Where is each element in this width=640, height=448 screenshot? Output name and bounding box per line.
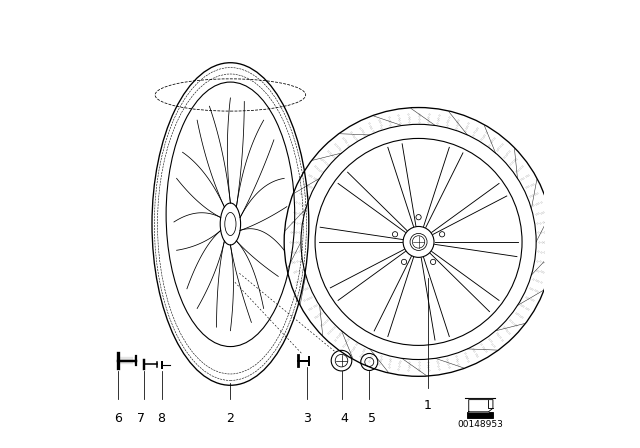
Text: 8: 8 xyxy=(157,412,165,425)
Polygon shape xyxy=(468,400,493,412)
Text: 7: 7 xyxy=(137,412,145,425)
Text: 6: 6 xyxy=(115,412,122,425)
Text: 2: 2 xyxy=(227,412,234,425)
Text: 4: 4 xyxy=(340,412,349,425)
Text: 3: 3 xyxy=(303,412,310,425)
Text: 5: 5 xyxy=(367,412,376,425)
FancyBboxPatch shape xyxy=(467,412,493,418)
Text: 00148953: 00148953 xyxy=(457,420,503,429)
Text: 1: 1 xyxy=(424,399,431,412)
